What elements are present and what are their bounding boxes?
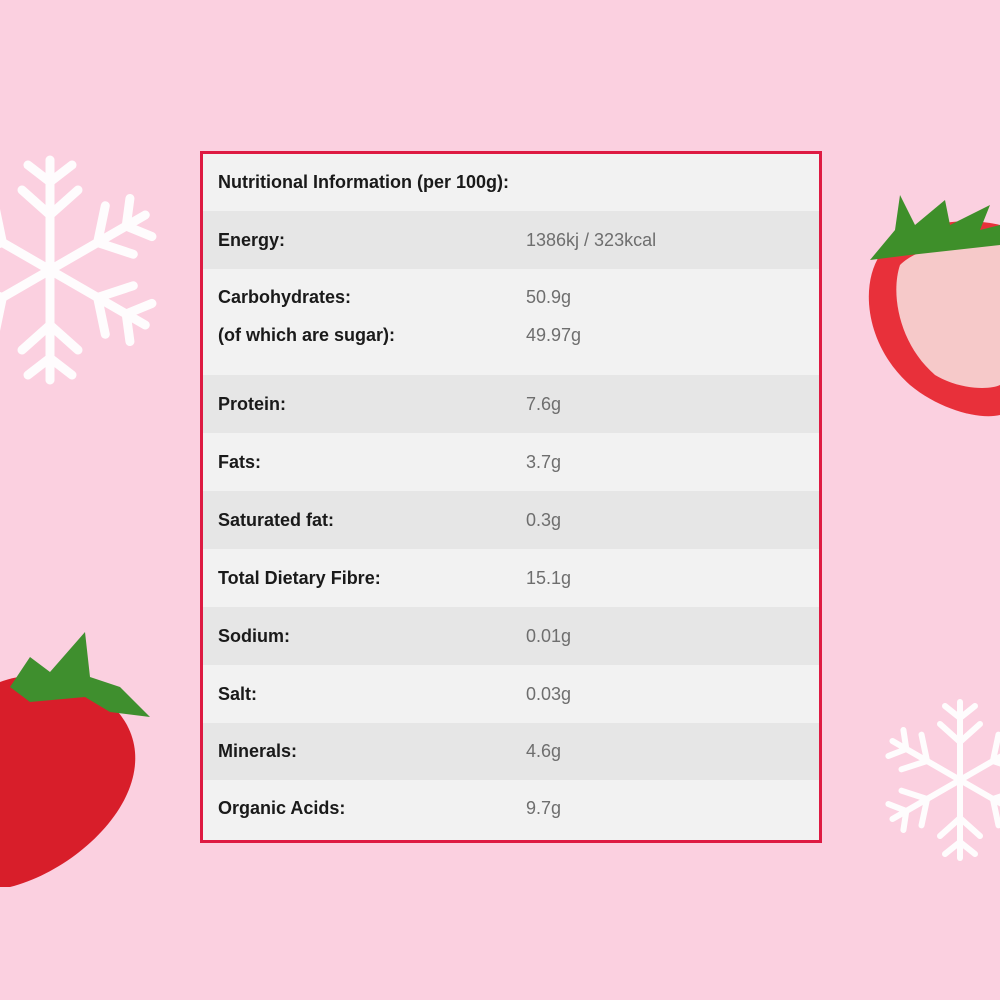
table-row: Protein: 7.6g	[203, 375, 819, 433]
row-label: Salt:	[218, 683, 258, 704]
strawberry-icon	[0, 632, 150, 887]
row-value: 3.7g	[526, 451, 562, 472]
row-value: 1386kj / 323kcal	[526, 229, 657, 250]
row-label: Energy:	[218, 229, 286, 250]
row-label: Organic Acids:	[218, 798, 346, 818]
row-value: 0.01g	[526, 625, 572, 646]
table-title-row: Nutritional Information (per 100g):	[203, 154, 819, 211]
row-value: 15.1g	[526, 567, 572, 588]
row-value: 50.9g	[526, 287, 572, 307]
table-title: Nutritional Information (per 100g):	[218, 172, 510, 192]
snowflake-icon	[0, 155, 160, 390]
table-row: Fats: 3.7g	[203, 433, 819, 491]
row-label: Protein:	[218, 393, 287, 414]
row-label: Fats:	[218, 451, 262, 472]
row-label: Minerals:	[218, 741, 298, 761]
table-row: Minerals: 4.6g	[203, 723, 819, 780]
row-value: 9.7g	[526, 798, 562, 818]
row-label: Carbohydrates:	[218, 287, 352, 307]
row-label: Sodium:	[218, 625, 290, 646]
table-row: Carbohydrates: 50.9g (of which are sugar…	[203, 269, 819, 375]
row-value: 0.03g	[526, 683, 572, 704]
table-row: Total Dietary Fibre: 15.1g	[203, 549, 819, 607]
row-label: Total Dietary Fibre:	[218, 567, 381, 588]
row-label: Saturated fat:	[218, 509, 335, 530]
table-row: Salt: 0.03g	[203, 665, 819, 723]
row-sub-value: 49.97g	[526, 325, 582, 345]
row-value: 0.3g	[526, 509, 562, 530]
nutrition-table: Nutritional Information (per 100g): Ener…	[200, 151, 822, 843]
snowflake-icon	[875, 699, 1000, 865]
table-row: Sodium: 0.01g	[203, 607, 819, 665]
table-row: Saturated fat: 0.3g	[203, 491, 819, 549]
table-row: Organic Acids: 9.7g	[203, 780, 819, 837]
strawberry-half-icon	[868, 195, 1000, 417]
row-sub-label: (of which are sugar):	[218, 325, 396, 345]
table-row: Energy: 1386kj / 323kcal	[203, 211, 819, 269]
row-value: 4.6g	[526, 741, 562, 761]
row-value: 7.6g	[526, 393, 562, 414]
